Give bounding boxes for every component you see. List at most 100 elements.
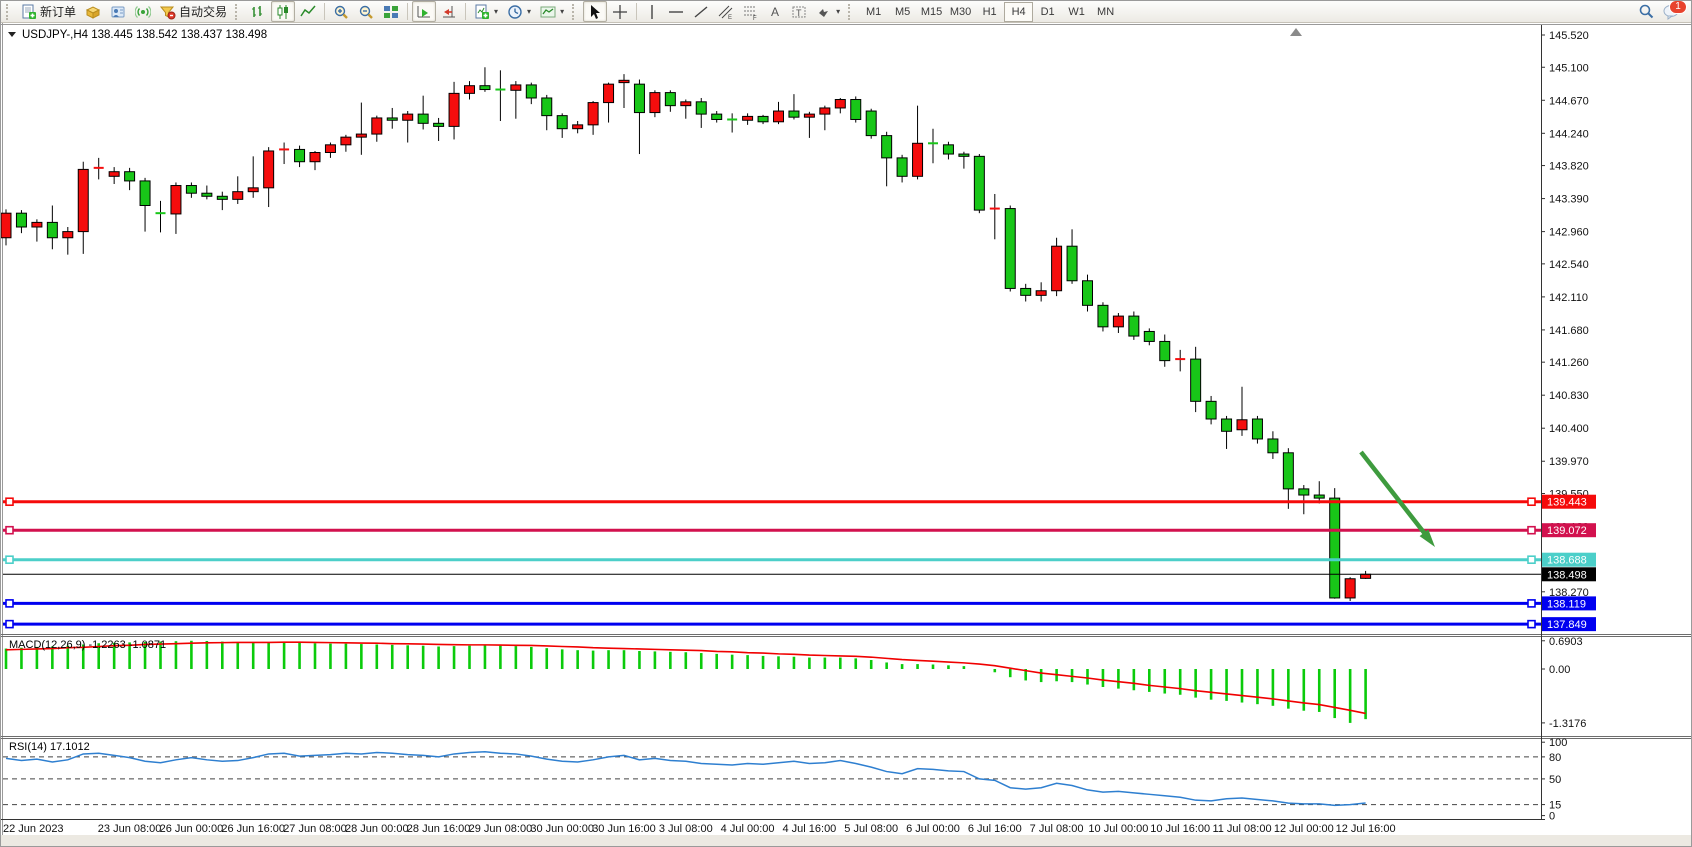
cursor-tool-button[interactable] xyxy=(583,1,608,22)
candlestick-series xyxy=(1,67,1372,602)
timeframe-d1[interactable]: D1 xyxy=(1040,5,1055,18)
timeframe-h1[interactable]: H1 xyxy=(982,5,997,18)
signal-icon xyxy=(134,4,152,20)
svg-text:50: 50 xyxy=(1549,774,1561,786)
candlestick-chart-icon xyxy=(275,4,291,20)
svg-text:142.960: 142.960 xyxy=(1549,227,1589,239)
svg-text:140.400: 140.400 xyxy=(1549,423,1589,435)
timeframe-h4[interactable]: H4 xyxy=(1004,1,1034,22)
bar-chart-button[interactable] xyxy=(246,1,270,22)
crosshair-tool-button[interactable] xyxy=(608,1,632,22)
price-axis: 145.520 145.100 144.670 144.240 143.820 143.3… xyxy=(1541,30,1589,631)
chart-area[interactable]: 145.520 145.100 144.670 144.240 143.820 143.3… xyxy=(1,23,1692,847)
chart-shift-marker[interactable] xyxy=(1290,28,1302,36)
hline-object-139.443[interactable]: 139.443 xyxy=(3,494,1596,509)
notifications-button[interactable]: 1 xyxy=(1663,1,1687,20)
text-label-tool[interactable]: T xyxy=(787,1,811,22)
timeframe-m15[interactable]: M15 xyxy=(920,5,943,18)
indicators-button[interactable]: ▾ xyxy=(470,1,502,22)
auto-scroll-icon xyxy=(416,4,432,20)
svg-text:23 Jun 08:00: 23 Jun 08:00 xyxy=(98,823,162,835)
svg-text:142.110: 142.110 xyxy=(1549,292,1588,304)
svg-text:0.00: 0.00 xyxy=(1549,664,1570,676)
hline-object-138.119[interactable]: 138.119 xyxy=(3,596,1596,611)
svg-text:143.390: 143.390 xyxy=(1549,194,1589,206)
timeframe-group: M1 M5 M15 M30 H1 H4 D1 W1 MN xyxy=(859,1,1120,22)
auto-scroll-button[interactable] xyxy=(412,1,437,22)
svg-text:10 Jul 16:00: 10 Jul 16:00 xyxy=(1150,823,1210,835)
svg-text:6 Jul 00:00: 6 Jul 00:00 xyxy=(906,823,960,835)
crosshair-icon xyxy=(612,4,628,20)
svg-text:144.240: 144.240 xyxy=(1549,128,1589,140)
timeframe-m1[interactable]: M1 xyxy=(865,5,882,18)
data-window-button[interactable] xyxy=(106,1,130,22)
toolbar-grip[interactable] xyxy=(572,3,579,20)
auto-trading-label: 自动交易 xyxy=(179,5,228,19)
new-order-button[interactable]: 新订单 xyxy=(17,1,80,22)
chevron-down-icon: ▾ xyxy=(527,7,532,16)
svg-text:138.688: 138.688 xyxy=(1547,555,1587,567)
bar-chart-icon xyxy=(250,4,266,20)
timeframe-m30[interactable]: M30 xyxy=(949,5,972,18)
arrows-icon xyxy=(816,4,832,20)
arrows-tool[interactable]: ▾ xyxy=(812,1,844,22)
hline-object-137.849[interactable]: 137.849 xyxy=(3,617,1596,632)
hline-object-138.688[interactable]: 138.688 xyxy=(3,552,1596,567)
templates-button[interactable]: ▾ xyxy=(536,1,568,22)
chart-shift-icon xyxy=(441,4,457,20)
indicators-icon xyxy=(474,4,490,20)
chart-title: USDJPY-,H4 138.445 138.542 138.437 138.4… xyxy=(8,29,267,41)
timeframe-m5[interactable]: M5 xyxy=(894,5,911,18)
svg-text:139.970: 139.970 xyxy=(1549,456,1589,468)
search-icon[interactable] xyxy=(1638,3,1655,20)
chart-shift-button[interactable] xyxy=(437,1,461,22)
timeframe-mn[interactable]: MN xyxy=(1097,5,1115,18)
trendline-tool[interactable] xyxy=(689,1,713,22)
equidistant-channel-tool[interactable]: E xyxy=(714,1,738,22)
toolbar-grip[interactable] xyxy=(848,3,855,20)
macd-signal-line xyxy=(5,641,1366,715)
svg-text:141.260: 141.260 xyxy=(1549,357,1589,369)
svg-text:139.072: 139.072 xyxy=(1547,525,1587,537)
arrow-object[interactable] xyxy=(1359,450,1435,547)
person-chart-icon xyxy=(110,4,126,20)
channel-icon: E xyxy=(718,4,734,21)
zoom-out-button[interactable] xyxy=(354,1,378,22)
signals-button[interactable] xyxy=(131,1,155,22)
toolbar-grip[interactable] xyxy=(235,3,242,20)
hline-object-139.072[interactable]: 139.072 xyxy=(3,523,1596,538)
svg-text:142.540: 142.540 xyxy=(1549,259,1589,271)
svg-text:138.270: 138.270 xyxy=(1549,587,1589,599)
toolbar-grip[interactable] xyxy=(6,3,13,20)
line-chart-button[interactable] xyxy=(296,1,320,22)
tile-windows-button[interactable] xyxy=(379,1,403,22)
text-tool[interactable]: A xyxy=(764,1,786,22)
svg-text:12 Jul 16:00: 12 Jul 16:00 xyxy=(1336,823,1396,835)
candlestick-chart-button[interactable] xyxy=(271,1,296,22)
svg-text:0.6903: 0.6903 xyxy=(1549,636,1583,648)
timeframe-w1[interactable]: W1 xyxy=(1068,5,1085,18)
auto-trading-button[interactable]: 自动交易 xyxy=(156,1,231,22)
rsi-panel: 100 80 50 150 RSI(14) 17.1012 xyxy=(3,737,1567,823)
svg-text:5 Jul 08:00: 5 Jul 08:00 xyxy=(844,823,898,835)
rsi-line xyxy=(5,750,1366,807)
zoom-in-button[interactable] xyxy=(329,1,353,22)
vertical-line-tool[interactable] xyxy=(641,1,663,22)
market-watch-button[interactable] xyxy=(81,1,105,22)
svg-text:-1.3176: -1.3176 xyxy=(1549,718,1586,730)
svg-text:26 Jun 16:00: 26 Jun 16:00 xyxy=(221,823,285,835)
macd-panel: 0.6903 0.00 -1.3176 MACD(12,26,9) -1.2263 -… xyxy=(4,636,1586,730)
svg-text:F: F xyxy=(753,16,757,20)
svg-text:11 Jul 08:00: 11 Jul 08:00 xyxy=(1212,823,1271,835)
horizontal-line-tool[interactable] xyxy=(664,1,688,22)
fibonacci-tool[interactable]: F xyxy=(739,1,763,22)
svg-text:USDJPY-,H4 138.445 138.542 13: USDJPY-,H4 138.445 138.542 138.437 138.4… xyxy=(22,29,267,41)
svg-text:26 Jun 00:00: 26 Jun 00:00 xyxy=(160,823,224,835)
svg-text:0: 0 xyxy=(1549,811,1555,823)
svg-text:A: A xyxy=(771,5,779,19)
svg-text:12 Jul 00:00: 12 Jul 00:00 xyxy=(1274,823,1334,835)
chart-canvas[interactable]: 145.520 145.100 144.670 144.240 143.820 143.3… xyxy=(1,23,1692,847)
svg-text:141.680: 141.680 xyxy=(1549,325,1589,337)
symbol-dropdown-icon xyxy=(8,32,16,37)
periods-button[interactable]: ▾ xyxy=(503,1,535,22)
